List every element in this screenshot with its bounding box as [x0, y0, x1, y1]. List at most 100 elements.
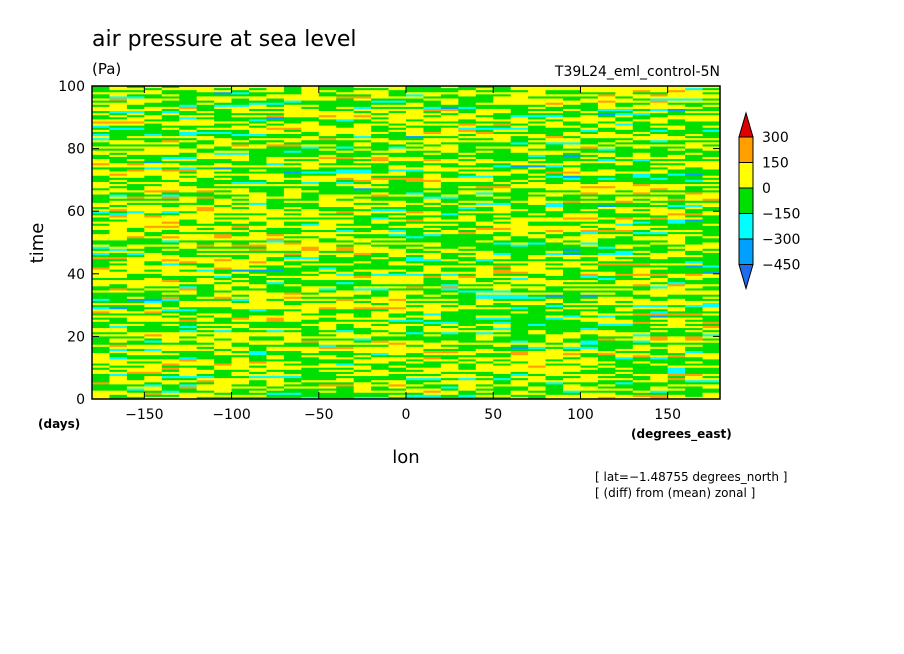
heatmap-cell	[109, 246, 128, 250]
heatmap-cell	[266, 342, 285, 346]
heatmap-cell	[563, 177, 581, 181]
heatmap-cell	[126, 263, 145, 266]
heatmap-cell	[126, 133, 145, 137]
heatmap-cell	[161, 373, 180, 377]
heatmap-cell	[92, 234, 110, 237]
heatmap-cell	[371, 369, 389, 373]
heatmap-cell	[545, 280, 564, 283]
heatmap-cell	[580, 229, 599, 233]
heatmap-cell	[702, 234, 721, 237]
heatmap-cell	[336, 240, 355, 243]
heatmap-cell	[510, 188, 529, 191]
heatmap-cell	[318, 263, 337, 266]
heatmap-cell	[702, 355, 721, 358]
heatmap-cell	[92, 190, 110, 193]
heatmap-cell	[144, 288, 163, 291]
heatmap-cell	[179, 129, 198, 133]
heatmap-cell	[650, 265, 669, 268]
heatmap-cell	[597, 365, 616, 368]
heatmap-cell	[475, 133, 494, 137]
heatmap-cell	[371, 340, 389, 343]
heatmap-cell	[283, 150, 302, 154]
heatmap-cell	[563, 290, 581, 293]
heatmap-cell	[92, 131, 110, 135]
heatmap-cell	[528, 90, 546, 93]
heatmap-cell	[318, 309, 337, 312]
heatmap-cell	[371, 303, 389, 306]
heatmap-cell	[266, 154, 285, 158]
heatmap-cell	[196, 303, 215, 306]
heatmap-cell	[266, 294, 285, 298]
heatmap-cell	[371, 280, 389, 283]
heatmap-cell	[353, 111, 372, 114]
heatmap-cell	[196, 319, 215, 323]
heatmap-cell	[597, 171, 616, 174]
heatmap-cell	[458, 373, 477, 377]
heatmap-cell	[702, 363, 721, 366]
heatmap-cell	[440, 353, 459, 356]
heatmap-cell	[336, 238, 355, 241]
heatmap-cell	[318, 332, 337, 335]
heatmap-cell	[388, 200, 407, 204]
heatmap-cell	[109, 148, 128, 151]
heatmap-cell	[597, 361, 616, 364]
heatmap-cell	[214, 115, 232, 118]
heatmap-cell	[458, 296, 477, 300]
heatmap-cell	[563, 111, 581, 114]
heatmap-cell	[336, 292, 355, 295]
heatmap-cell	[196, 355, 215, 358]
heatmap-cell	[702, 227, 721, 231]
heatmap-cell	[249, 198, 267, 202]
heatmap-cell	[126, 108, 145, 112]
heatmap-cell	[92, 200, 110, 204]
heatmap-cell	[388, 156, 407, 160]
heatmap-cell	[161, 328, 180, 331]
heatmap-cell	[615, 159, 634, 162]
heatmap-cell	[440, 215, 459, 218]
heatmap-cell	[266, 286, 285, 289]
heatmap-cell	[301, 282, 320, 285]
heatmap-cell	[528, 257, 546, 260]
heatmap-cell	[231, 104, 250, 108]
heatmap-cell	[109, 255, 128, 258]
heatmap-cell	[196, 200, 215, 204]
heatmap-cell	[249, 277, 267, 281]
heatmap-cell	[667, 144, 686, 147]
heatmap-cell	[318, 192, 337, 195]
heatmap-cell	[667, 319, 686, 323]
heatmap-cell	[685, 303, 703, 306]
heatmap-cell	[423, 140, 442, 143]
heatmap-cell	[179, 211, 198, 214]
heatmap-cell	[685, 342, 703, 346]
heatmap-cell	[301, 267, 320, 270]
heatmap-cell	[144, 106, 163, 110]
heatmap-cell	[440, 209, 459, 212]
heatmap-cell	[126, 129, 145, 133]
heatmap-cell	[632, 307, 651, 310]
heatmap-cell	[510, 315, 529, 318]
heatmap-cell	[528, 323, 546, 327]
heatmap-cell	[214, 223, 232, 227]
heatmap-cell	[388, 265, 407, 268]
heatmap-cell	[126, 242, 145, 245]
heatmap-cell	[336, 111, 355, 114]
heatmap-cell	[650, 215, 669, 218]
heatmap-cell	[423, 196, 442, 199]
heatmap-cell	[650, 311, 669, 314]
heatmap-cell	[423, 328, 442, 331]
heatmap-cell	[615, 200, 634, 204]
heatmap-cell	[702, 242, 721, 245]
heatmap-cell	[475, 184, 494, 187]
heatmap-cell	[580, 363, 599, 366]
heatmap-cell	[528, 167, 546, 170]
heatmap-cell	[510, 319, 529, 323]
heatmap-cell	[109, 196, 128, 199]
heatmap-cell	[179, 346, 198, 350]
heatmap-cell	[266, 357, 285, 360]
heatmap-cell	[458, 121, 477, 124]
heatmap-cell	[353, 200, 372, 204]
heatmap-cell	[249, 113, 267, 116]
heatmap-cell	[301, 305, 320, 308]
heatmap-cell	[493, 154, 512, 158]
heatmap-cell	[545, 127, 564, 131]
